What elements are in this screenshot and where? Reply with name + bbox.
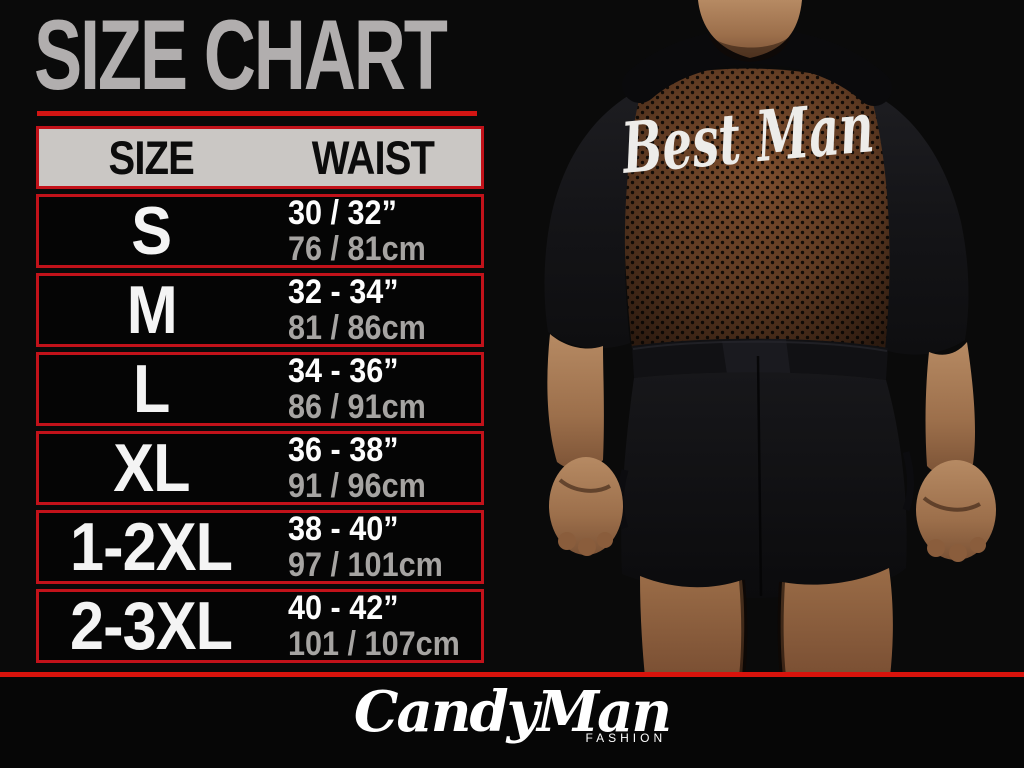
size-value: 2-3XL: [70, 588, 233, 664]
waist-inches: 38 - 40”: [288, 510, 399, 548]
neck-shadow: [708, 34, 792, 62]
size-value: XL: [113, 430, 190, 506]
legs: [640, 568, 893, 677]
size-cell: M: [39, 276, 264, 344]
header-waist-label: WAIST: [311, 131, 434, 184]
header-cell-waist: WAIST: [264, 134, 481, 181]
size-cell: 2-3XL: [39, 592, 264, 660]
waist-cm: 91 / 96cm: [288, 467, 426, 505]
waist-inches: 36 - 38”: [288, 431, 399, 469]
waist-inches: 34 - 36”: [288, 352, 399, 390]
size-value: M: [126, 272, 177, 348]
table-row-m: M 32 - 34” 81 / 86cm: [36, 273, 484, 347]
model-photo: Best Man: [544, 0, 996, 677]
mesh-back-panel: [623, 68, 893, 356]
title-underline: [37, 111, 477, 116]
waist-cm: 97 / 101cm: [288, 546, 443, 584]
waist-inches: 30 / 32”: [288, 194, 397, 232]
size-cell: 1-2XL: [39, 513, 264, 581]
neck: [698, 0, 802, 58]
footer: CandyMan FASHION: [0, 677, 1024, 768]
waist-cell: 40 - 42” 101 / 107cm: [264, 590, 481, 662]
waist-cm: 86 / 91cm: [288, 388, 426, 426]
waist-cell: 30 / 32” 76 / 81cm: [264, 195, 481, 267]
red-divider: [0, 672, 1024, 677]
brand-subtitle: FASHION: [585, 731, 667, 745]
size-value: 1-2XL: [70, 509, 233, 585]
page-title: SIZE CHART: [34, 0, 504, 112]
waist-inches: 32 - 34”: [288, 273, 399, 311]
waist-cm: 101 / 107cm: [288, 625, 460, 663]
robe-belt: [632, 338, 888, 381]
header-size-label: SIZE: [108, 131, 195, 184]
waist-cell: 32 - 34” 81 / 86cm: [264, 274, 481, 346]
waist-cm: 76 / 81cm: [288, 230, 426, 268]
table-row-s: S 30 / 32” 76 / 81cm: [36, 194, 484, 268]
waist-inches: 40 - 42”: [288, 589, 399, 627]
size-cell: L: [39, 355, 264, 423]
right-arm: [916, 342, 996, 562]
size-cell: XL: [39, 434, 264, 502]
table-row-2-3xl: 2-3XL 40 - 42” 101 / 107cm: [36, 589, 484, 663]
header-cell-size: SIZE: [39, 134, 264, 181]
waist-cell: 38 - 40” 97 / 101cm: [264, 511, 481, 583]
size-table-header: SIZE WAIST: [36, 126, 484, 189]
size-cell: S: [39, 197, 264, 265]
size-value: L: [133, 351, 170, 427]
brand-name: CandyMan: [353, 679, 672, 745]
page-title-text: SIZE CHART: [34, 0, 448, 110]
left-arm: [547, 334, 623, 556]
table-row-1-2xl: 1-2XL 38 - 40” 97 / 101cm: [36, 510, 484, 584]
table-row-l: L 34 - 36” 86 / 91cm: [36, 352, 484, 426]
size-value: S: [131, 193, 173, 269]
table-row-xl: XL 36 - 38” 91 / 96cm: [36, 431, 484, 505]
waist-cell: 34 - 36” 86 / 91cm: [264, 353, 481, 425]
robe-skirt: [617, 355, 914, 598]
left-sleeve: [544, 88, 642, 349]
right-sleeve: [870, 92, 969, 355]
size-table: SIZE WAIST S 30 / 32” 76 / 81cm M 32 - 3…: [36, 126, 484, 668]
brand-logo: CandyMan FASHION: [353, 679, 672, 745]
waist-cell: 36 - 38” 91 / 96cm: [264, 432, 481, 504]
waist-cm: 81 / 86cm: [288, 309, 426, 347]
